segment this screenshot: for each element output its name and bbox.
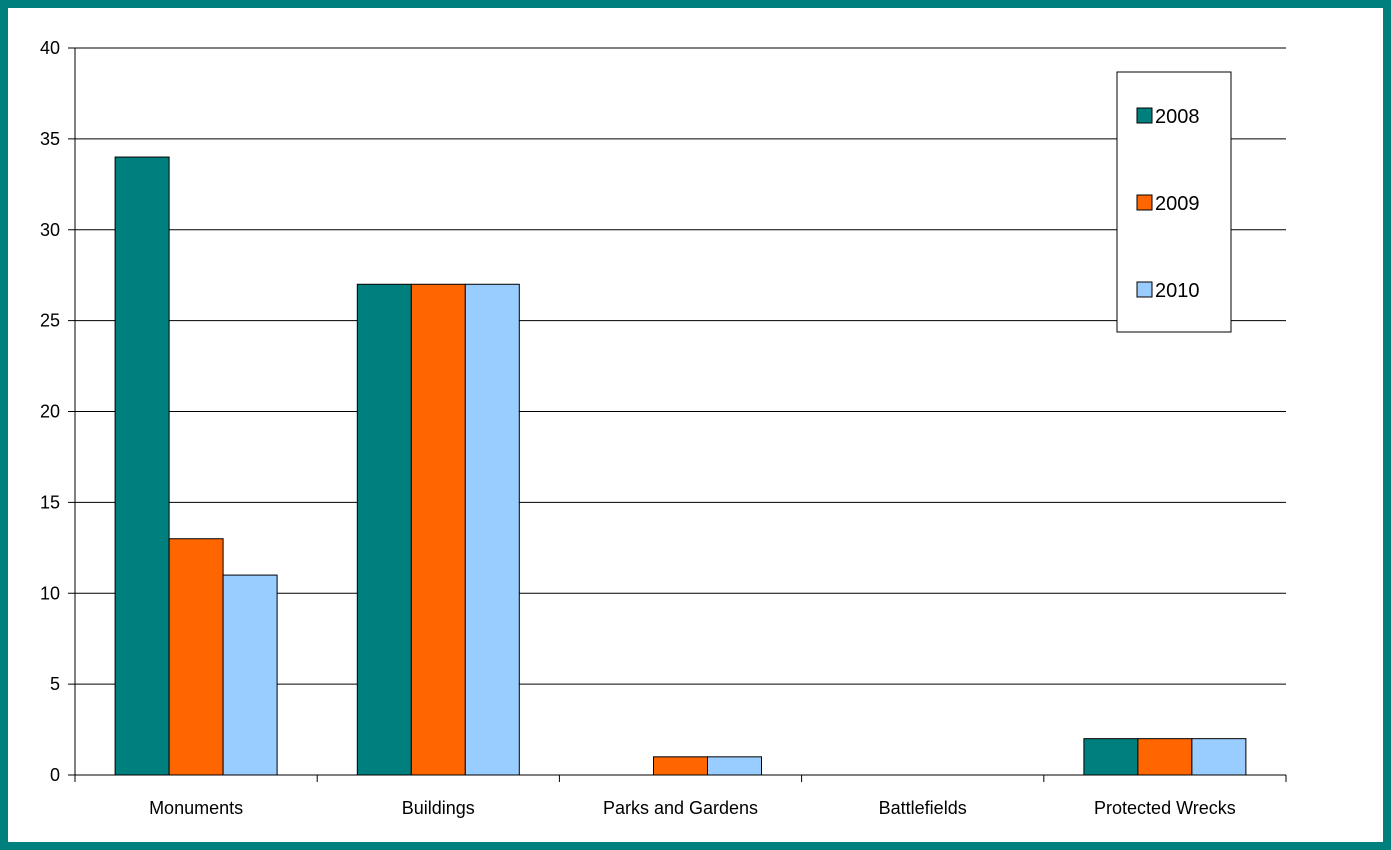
y-tick-label: 5 — [50, 674, 60, 694]
legend-swatch — [1136, 281, 1153, 298]
bar-2009-parks-and-gardens — [653, 756, 708, 776]
y-tick-label: 20 — [40, 402, 60, 422]
bar-2008-buildings — [356, 283, 412, 776]
legend-label: 2009 — [1155, 193, 1200, 215]
y-tick-label: 15 — [40, 492, 60, 512]
y-tick-label: 10 — [40, 583, 60, 603]
bar-2010-monuments — [222, 574, 278, 776]
y-tick-label: 30 — [40, 220, 60, 240]
legend-label: 2008 — [1155, 106, 1200, 128]
y-tick-label: 25 — [40, 311, 60, 331]
legend-label: 2010 — [1155, 280, 1200, 302]
y-tick-label: 35 — [40, 129, 60, 149]
x-category-label: Buildings — [402, 798, 475, 818]
bar-2010-protected-wrecks — [1191, 738, 1247, 776]
legend-swatch — [1136, 194, 1153, 211]
bar-2008-protected-wrecks — [1083, 738, 1139, 776]
bar-2010-parks-and-gardens — [707, 756, 762, 776]
bar-2009-protected-wrecks — [1137, 738, 1193, 776]
x-category-label: Monuments — [149, 798, 243, 818]
y-tick-label: 0 — [50, 765, 60, 785]
legend: 2008 2009 2010 — [1116, 71, 1232, 333]
x-category-label: Protected Wrecks — [1094, 798, 1236, 818]
x-category-label: Battlefields — [879, 798, 967, 818]
legend-box — [1116, 71, 1232, 333]
y-tick-label: 40 — [40, 38, 60, 58]
bar-2009-buildings — [410, 283, 466, 776]
bar-2009-monuments — [168, 538, 224, 776]
bar-2010-buildings — [464, 283, 520, 776]
x-axis-categories: Monuments Buildings Parks and Gardens Battl… — [149, 798, 1236, 818]
y-axis-ticks: 0 5 10 15 20 25 30 35 40 — [40, 38, 75, 785]
bar-2008-monuments — [114, 156, 170, 776]
legend-swatch — [1136, 107, 1153, 124]
bars — [114, 156, 1247, 776]
x-category-label: Parks and Gardens — [603, 798, 758, 818]
